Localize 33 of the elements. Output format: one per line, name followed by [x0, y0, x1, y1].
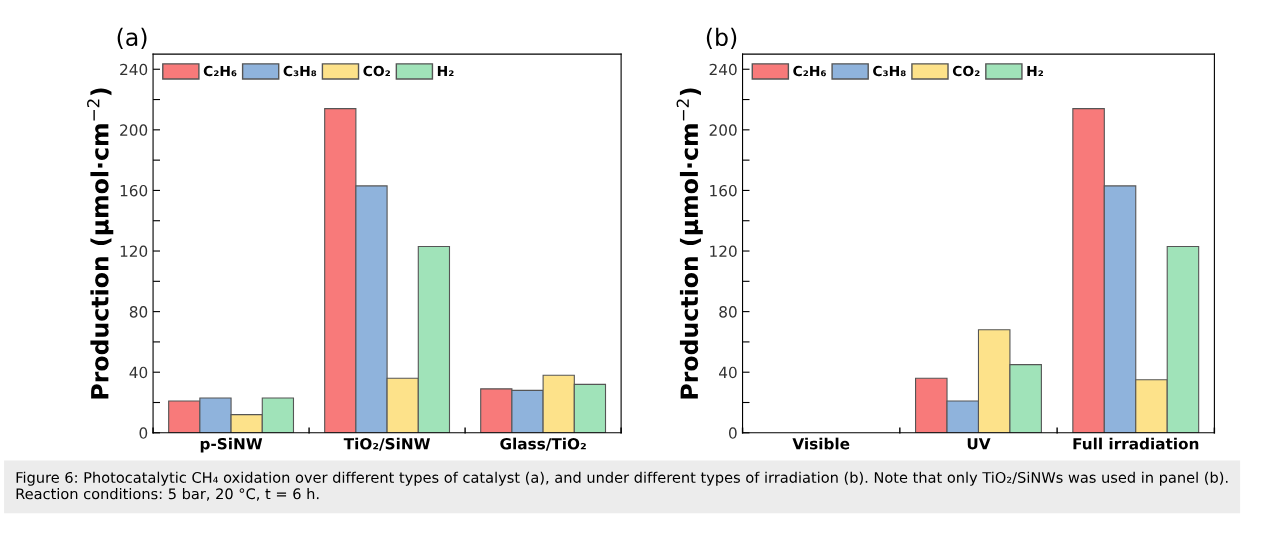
caption: Figure 6: Photocatalytic CH₄ oxidation over different types of catalyst (a), and under different types of irradiation (b). Note that only TiO₂/SiNWs was used in panel (b). Reaction conditions: 5 bar, 20 °C, t = 6 h. — [16, 471, 1228, 501]
y-tick-label: 200 — [709, 124, 737, 136]
legend-label: C₂H₆ — [203, 65, 237, 77]
x-tick-label: TiO₂/SiNW — [343, 437, 431, 451]
y-axis-title: Production (μmol·cm$^{−2}$) — [87, 88, 114, 399]
y-tick-label: 80 — [129, 306, 148, 318]
y-axis-title: Production (μmol·cm$^{−2}$) — [676, 88, 703, 399]
x-tick-label: Glass/TiO₂ — [500, 437, 586, 451]
y-tick-label: 120 — [710, 245, 737, 258]
y-tick-label: 160 — [710, 184, 737, 197]
y-tick-label: 240 — [120, 63, 148, 76]
x-tick-label: p-SiNW — [200, 437, 263, 453]
y-tick-label: 160 — [120, 184, 148, 197]
legend-label: H₂ — [437, 65, 454, 77]
x-tick-label: UV — [967, 438, 991, 450]
legend-label: C₃H₈ — [873, 65, 906, 77]
legend-label: CO₂ — [363, 65, 390, 77]
y-tick-label: 200 — [120, 124, 148, 136]
legend-label: H₂ — [1027, 65, 1044, 77]
x-tick-label: Full irradiation — [1073, 437, 1199, 450]
chart-title: (b) — [706, 27, 737, 49]
y-tick-label: 0 — [728, 427, 737, 439]
y-tick-label: 40 — [719, 366, 737, 379]
legend-label: C₂H₆ — [793, 65, 826, 77]
legend-label: C₃H₈ — [283, 65, 317, 77]
x-tick-label: Visible — [792, 437, 850, 450]
y-tick-label: 0 — [139, 427, 148, 439]
y-tick-label: 240 — [709, 63, 737, 76]
chart-title: (a) — [117, 27, 147, 49]
legend-label: CO₂ — [952, 65, 980, 77]
y-tick-label: 80 — [719, 306, 737, 318]
y-tick-label: 40 — [129, 366, 148, 379]
y-tick-label: 120 — [120, 245, 148, 258]
